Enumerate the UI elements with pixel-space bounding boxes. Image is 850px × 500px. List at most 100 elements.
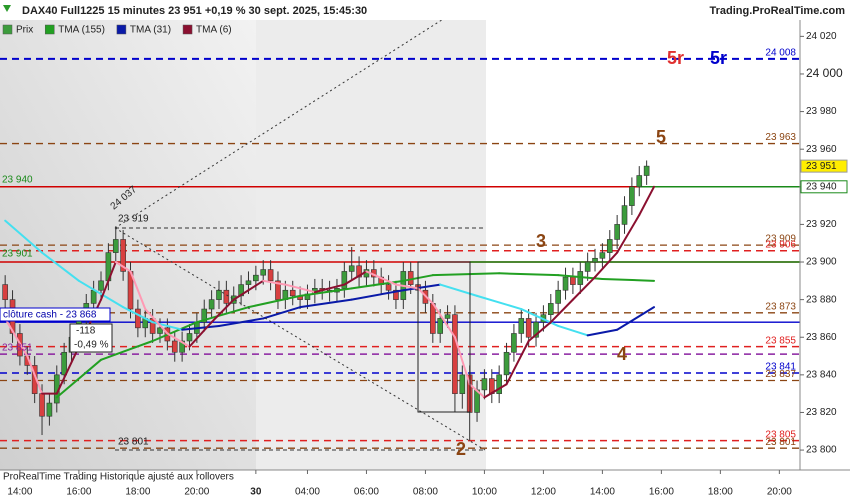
dropdown-icon[interactable] (3, 5, 11, 12)
level-label: 23 837 (765, 369, 796, 380)
candle-body (253, 274, 259, 282)
level-tag-label: 23 940 (806, 181, 837, 192)
candle-body (503, 351, 510, 376)
level-label: 23 963 (765, 132, 796, 143)
level-label: 24 008 (765, 48, 796, 59)
ma-segment (498, 272, 560, 277)
candle-body (245, 280, 252, 285)
candle-body (459, 374, 466, 394)
ma-segment (343, 270, 368, 286)
ma-segment (483, 383, 508, 399)
y-tick-label: 23 920 (806, 219, 837, 230)
y-tick-label: 24 000 (806, 66, 843, 80)
x-tick-label: 08:00 (413, 487, 438, 498)
drawings (114, 1, 486, 451)
candle-body (90, 289, 97, 304)
y-tick-label: 23 860 (806, 332, 837, 343)
level-label: 23 805 (765, 429, 796, 440)
ma-segment (217, 317, 265, 327)
candle-body (186, 333, 193, 342)
candle-body (157, 327, 163, 334)
candle-body (201, 308, 208, 323)
candle-body (46, 402, 53, 417)
ma-segment (431, 302, 456, 339)
ma-segment (129, 270, 147, 311)
x-tick-label: 30 (250, 487, 262, 498)
legend-label: TMA (155) (58, 25, 105, 36)
candle-body (275, 280, 281, 300)
x-tick-label: 16:00 (649, 487, 674, 498)
ma-segment (299, 298, 353, 309)
ma-segment (431, 272, 501, 277)
ma-segment (166, 332, 191, 348)
wave-label: 5r (667, 48, 684, 68)
ma-segment (616, 306, 656, 331)
legend-swatch (116, 24, 127, 35)
x-tick-label: 12:00 (531, 487, 556, 498)
ma-segment (188, 321, 213, 348)
ma-segment (394, 283, 420, 290)
ma-segment (151, 321, 198, 342)
footer: ProRealTime Trading Historique ajusté au… (3, 472, 234, 483)
ma-segment (350, 289, 405, 301)
ma-segment (195, 306, 250, 324)
y-tick-label: 23 960 (806, 144, 837, 155)
ma-segment (527, 321, 552, 342)
wave-label: 3 (536, 231, 546, 251)
ma-segment (247, 294, 302, 309)
ma-segment (4, 219, 44, 254)
candle-body (636, 175, 643, 188)
ma-segment (232, 279, 265, 301)
y-tick-label: 23 880 (806, 294, 837, 305)
ma-segment (26, 355, 44, 395)
ma-segment (299, 287, 353, 297)
candle-body (61, 351, 67, 376)
y-tick-label: 24 020 (806, 31, 837, 42)
candle-body (2, 284, 8, 300)
candle-body (112, 239, 119, 253)
level-label: 23 841 (765, 362, 796, 373)
candle-body (179, 340, 185, 353)
legend-swatch (44, 24, 55, 35)
x-tick-label: 16:00 (66, 487, 91, 498)
change-box (69, 323, 113, 353)
candle-body (289, 289, 296, 297)
candle-body (348, 265, 355, 272)
cash-close-box (0, 307, 111, 322)
left-level-label: 23 851 (2, 343, 33, 354)
candle-body (452, 314, 458, 394)
header-title: DAX40 Full1225 15 minutes 23 951 +0,19 %… (22, 5, 367, 17)
x-tick-label: 20:00 (767, 487, 792, 498)
ma-segment (616, 214, 641, 254)
x-tick-label: 14:00 (7, 487, 32, 498)
change-points: -118 (76, 326, 96, 337)
candle-body (216, 289, 222, 300)
ma-segment (262, 306, 302, 320)
level-label: 23 909 (765, 234, 796, 245)
ma-segment (284, 283, 316, 294)
ma-segment (4, 317, 29, 358)
x-tick-label: 04:00 (295, 487, 320, 498)
candle-body (208, 299, 215, 310)
level-label: 23 855 (765, 335, 796, 346)
ma-segment (417, 287, 434, 305)
candle-body (496, 374, 502, 394)
level-tag (800, 180, 848, 194)
ma-segment (144, 308, 169, 335)
ma-segment (586, 328, 619, 337)
candle-body (481, 378, 488, 391)
swing-low-label: 23 801 (118, 437, 149, 448)
ma-segment (594, 251, 619, 279)
candle-body (98, 280, 104, 291)
candle-body (533, 321, 539, 338)
ma-segment (505, 339, 530, 386)
ma-segment (41, 251, 80, 282)
y-tick-label: 23 980 (806, 106, 837, 117)
candle-body (643, 165, 650, 176)
candle-body (518, 318, 525, 334)
x-tick-label: 20:00 (184, 487, 209, 498)
candle-body (39, 393, 45, 417)
level-label: 23 906 (765, 239, 796, 250)
candle-body (171, 340, 178, 353)
